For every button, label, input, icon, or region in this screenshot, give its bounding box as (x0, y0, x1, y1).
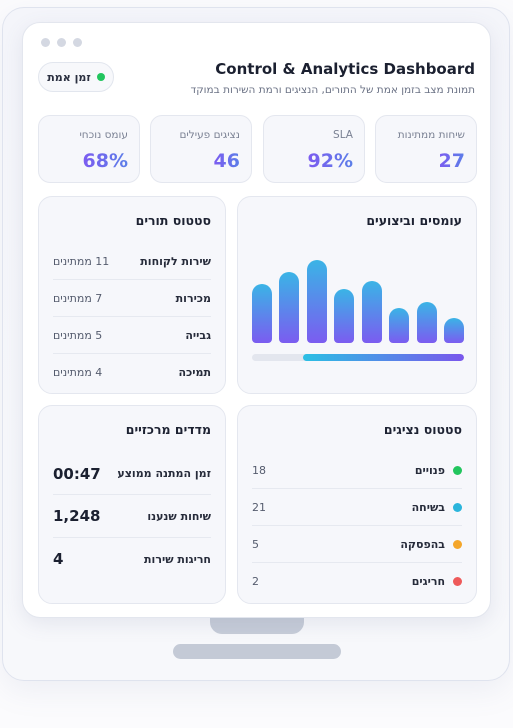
load-bar (389, 308, 410, 343)
agent-status-row[interactable]: חריגים 2 (252, 563, 462, 600)
load-bar (279, 272, 300, 343)
kpi-value: 4 (53, 550, 64, 568)
stat-label: נציגים פעילים (179, 129, 240, 141)
kpi-row: חריגות שירות 4 (53, 538, 211, 580)
live-status-pill[interactable]: זמן אמת (38, 62, 114, 92)
stat-card-current-load: עומס נוכחי 68% (38, 115, 140, 183)
stat-value: 92% (307, 150, 353, 172)
window-dot-3[interactable] (73, 38, 82, 47)
status-dot-icon (453, 465, 462, 475)
window-controls (41, 38, 82, 47)
card-title: סטטוס תורים (135, 213, 211, 228)
load-bar-chart (252, 257, 464, 343)
stat-card-sla: SLA 92% (263, 115, 365, 183)
agent-status-name: בהפסקה (400, 537, 445, 551)
kpi-name: זמן המתנה ממוצע (117, 467, 211, 480)
window-dot-2[interactable] (57, 38, 66, 47)
agent-status-row[interactable]: בהפסקה 5 (252, 526, 462, 563)
load-bar (306, 260, 327, 343)
queue-count: 4 ממתינים (53, 366, 103, 379)
queue-count: 11 ממתינים (53, 254, 110, 268)
kpi-value: 1,248 (53, 507, 101, 525)
dashboard-screen: זמן אמת Control & Analytics Dashboard תמ… (22, 22, 491, 618)
status-dot-icon (453, 539, 462, 549)
queue-row[interactable]: מכירות 7 ממתינים (53, 280, 211, 317)
window-dot-1[interactable] (41, 38, 50, 47)
monitor-stand-base (173, 644, 341, 659)
queue-row[interactable]: שירות לקוחות 11 ממתינים (53, 243, 211, 280)
kpi-name: חריגות שירות (144, 552, 211, 566)
progress-fill (302, 354, 464, 361)
queue-status-card: סטטוס תורים שירות לקוחות 11 ממתינים מכיר… (38, 196, 226, 394)
queue-name: תמיכה (178, 366, 211, 379)
agent-status-row[interactable]: פנויים 18 (252, 452, 462, 489)
card-title: עומסים וביצועים (366, 213, 462, 228)
load-performance-card: עומסים וביצועים (237, 196, 477, 394)
load-bar (252, 284, 272, 343)
card-title: סטטוס נציגים (383, 422, 462, 437)
queue-row[interactable]: גבייה 5 ממתינים (53, 317, 211, 354)
page-title: Control & Analytics Dashboard (215, 60, 475, 78)
status-dot-icon (453, 502, 462, 512)
agent-status-name: פנויים (414, 463, 445, 477)
monitor-stand-neck (210, 618, 304, 634)
load-bar (416, 302, 437, 343)
stat-value: 68% (82, 150, 128, 172)
live-dot-icon (96, 73, 105, 81)
card-title: מדדים מרכזיים (125, 422, 211, 437)
key-metrics-card: מדדים מרכזיים זמן המתנה ממוצע 00:47 שיחו… (38, 405, 226, 604)
queue-count: 7 ממתינים (53, 291, 103, 305)
kpi-value: 00:47 (53, 464, 101, 483)
load-bar (334, 289, 355, 343)
stat-label: שיחות ממתינות (397, 129, 465, 141)
agent-status-count: 21 (252, 500, 266, 514)
agent-status-row[interactable]: בשיחה 21 (252, 489, 462, 526)
load-bar (444, 318, 464, 343)
queue-name: גבייה (185, 328, 211, 342)
stat-value: 27 (438, 150, 465, 172)
page-subtitle: תמונת מצב בזמן אמת של התורים, הנציגים ור… (190, 84, 475, 96)
live-label: זמן אמת (47, 70, 91, 84)
kpi-name: שיחות שנענו (147, 509, 211, 523)
agents-status-card: סטטוס נציגים פנויים 18 בשיחה 21 בהפסקה 5… (237, 405, 477, 604)
agent-status-count: 2 (252, 575, 259, 588)
queue-count: 5 ממתינים (53, 328, 103, 342)
queue-name: מכירות (175, 291, 211, 305)
agent-status-count: 18 (252, 463, 266, 477)
agent-status-name: בשיחה (411, 500, 445, 514)
agent-status-count: 5 (252, 537, 259, 551)
kpi-row: זמן המתנה ממוצע 00:47 (53, 453, 211, 495)
kpi-row: שיחות שנענו 1,248 (53, 495, 211, 538)
stat-label: SLA (333, 129, 353, 141)
agent-status-name: חריגים (411, 575, 445, 588)
queue-name: שירות לקוחות (140, 254, 211, 268)
stat-card-waiting-calls: שיחות ממתינות 27 (375, 115, 477, 183)
stat-value: 46 (213, 150, 240, 172)
status-dot-icon (453, 577, 462, 586)
queue-row[interactable]: תמיכה 4 ממתינים (53, 354, 211, 391)
progress-track (252, 354, 464, 361)
load-bar (361, 281, 382, 343)
stat-card-active-agents: נציגים פעילים 46 (150, 115, 252, 183)
stat-label: עומס נוכחי (79, 129, 128, 141)
